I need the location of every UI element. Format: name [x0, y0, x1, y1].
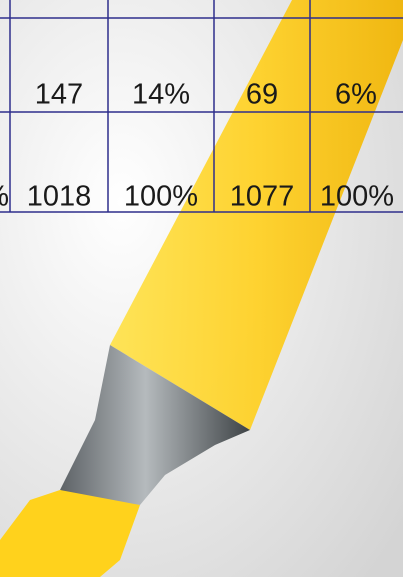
cell: 6%: [335, 79, 377, 111]
slide: 147 14% 69 6% % 1018 100% 1077 100%: [0, 0, 403, 577]
cell: 14%: [132, 79, 190, 111]
cell: 100%: [124, 181, 198, 213]
cell: 69: [246, 79, 278, 111]
cell: 1018: [27, 181, 92, 213]
cell: 1077: [230, 181, 295, 213]
cell: 147: [35, 79, 83, 111]
cell: %: [0, 181, 9, 213]
cell: 100%: [320, 181, 394, 213]
